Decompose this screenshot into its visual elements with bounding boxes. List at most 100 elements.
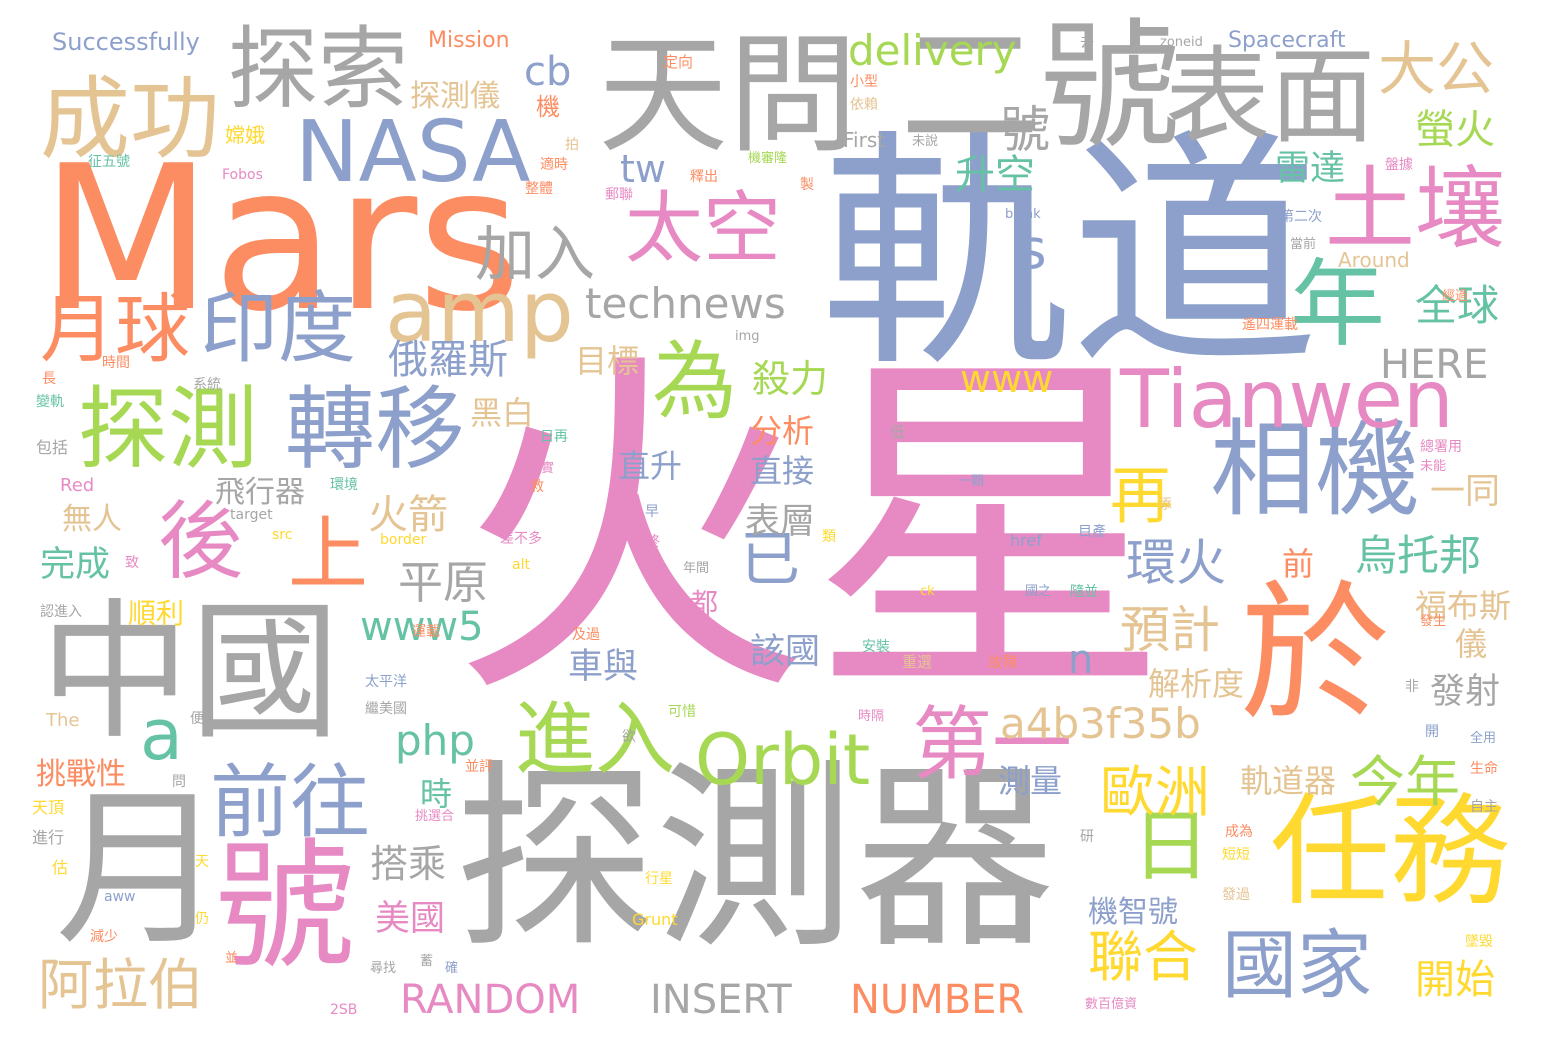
word-suibing: 隨並 [1070,584,1098,600]
word-rizai: 日再 [540,429,568,445]
word-dingxiang: 定向 [663,53,694,71]
word-blank: blank [1005,207,1041,222]
word-pingyuan: 平原 [398,556,489,609]
word-here: HERE [1380,342,1489,388]
word-xiaoxing: 小型 [850,74,878,90]
word-bing: 並 [225,951,239,966]
word-weishuo: 未說 [912,134,939,149]
word-technews: technews [585,279,786,328]
word-random: RANDOM [400,977,581,1023]
word-biangui: 變軌 [36,394,64,410]
word-tansuo: 探索 [228,17,408,122]
word-nasa: NASA [295,103,531,202]
word-img: img [735,329,760,344]
word-shubaiyizi: 數百億資 [1085,997,1138,1012]
word-zuizhong: 最終 [632,534,660,550]
word-duanduan: 短短 [1222,847,1250,863]
word-alabo: 阿拉伯 [38,953,204,1017]
word-yaosiyunzai: 遙四運載 [1242,317,1298,333]
word-tianwen-cn: 天問 [598,19,859,171]
word-gaiguo: 該國 [750,632,821,672]
word-the: The [46,710,80,731]
word-taipingyang: 太平洋 [365,674,407,690]
word-jiguo: 及過 [572,627,600,643]
word-bingping: 並評 [465,759,493,775]
word-turang: 土壤 [1325,157,1505,262]
word-biaomian: 表面 [1165,36,1376,158]
word-yu: 於 [1240,568,1391,742]
word-chabuduo: 差不多 [500,531,542,547]
word-tiaozhanxing: 挑戰性 [36,757,126,792]
word-huoxing: 火星 [450,322,1170,741]
word-tianwen-en: Tianwen [1120,353,1454,446]
word-mission: Mission [428,28,510,53]
word-shengming: 生命 [1470,761,1498,777]
word-yindu: 印度 [200,284,357,374]
word-quanyong: 全用 [1470,731,1497,746]
word-feixingqi: 飛行器 [215,475,305,510]
word-shunli: 順利 [128,597,185,630]
word-yi: 已 [740,525,800,595]
word-jiu: 救 [530,479,544,495]
word-jianshao: 減少 [90,929,118,945]
word-src: src [272,527,293,543]
word-yinghuo: 螢火 [1415,107,1495,153]
word-huojian: 火箭 [368,492,448,538]
word-pai: 拍 [565,137,579,153]
word-tiaoxuanhe: 挑選合 [415,809,455,824]
word-kaishi: 開始 [1415,957,1495,1003]
word-fashe: 發射 [1430,672,1501,712]
word-delivery: delivery [848,26,1017,75]
word-chongxuan: 重選 [902,653,933,671]
word-youlian: 郵聯 [605,187,633,203]
word-renjinru: 認進入 [40,604,82,620]
word-yuji: 預計 [1120,601,1220,659]
word-xitong: 系統 [193,377,221,393]
word-shang: 上 [288,508,368,601]
word-zhi2: 致 [125,555,139,571]
word-leida: 雷達 [1275,149,1346,189]
word-orbit: Orbit [695,719,871,801]
word-tian2: 添 [1158,497,1172,513]
word-jinxing: 進行 [32,828,65,847]
word-grunt: Grunt [632,910,678,929]
word-kai: 開 [1425,724,1439,740]
word-aww: aww [104,889,136,905]
word-amp: amp [385,263,574,362]
word-yueqiu: 月球 [40,285,191,373]
word-nianjian: 年間 [683,561,710,576]
word-yitong: 一同 [1430,472,1501,512]
word-faguo: 發過 [1222,887,1250,903]
word-dacheng: 搭乘 [370,842,447,886]
word-spacecraft: Spacecraft [1228,28,1346,53]
word-yue: 月 [55,771,226,969]
word-www: www [960,357,1054,401]
word-muchan: 目產 [1078,524,1106,540]
word-jinnian: 今年 [1350,750,1461,814]
word-mubiao: 目標 [575,342,640,380]
word-zhuihui: 墜毀 [1465,934,1493,950]
word-anzhuang: 安裝 [862,639,890,655]
word-reng: 仍 [195,911,209,927]
word-guidao: 軌道 [820,109,1320,400]
word-wei: 為 [652,333,738,432]
word-zizhu: 自主 [1470,799,1498,815]
word-shijian: 時間 [102,355,130,371]
word-baokuo: 包括 [36,438,69,457]
word-fobos: Fobos [222,167,263,183]
word-bian: 便 [190,711,204,727]
word-shali: 殺力 [752,357,829,401]
word-dangqian: 當前 [1290,237,1317,252]
word-ck: ck [920,584,935,599]
word-lianhe: 聯合 [1088,925,1199,989]
word-zai: 再 [1110,459,1173,532]
word-n: n [1068,637,1094,683]
word-heibai: 黑白 [470,394,535,432]
word-nian: 年 [1290,250,1386,360]
word-kexi: 可惜 [668,704,696,720]
word-erhao: 二號 [900,6,1181,169]
word-zhijie: 直接 [750,452,815,490]
word-yike: 一顆 [958,474,985,489]
word-zhengwuhao: 征五號 [88,154,130,170]
word-quanqiu: 全球 [1415,281,1500,330]
